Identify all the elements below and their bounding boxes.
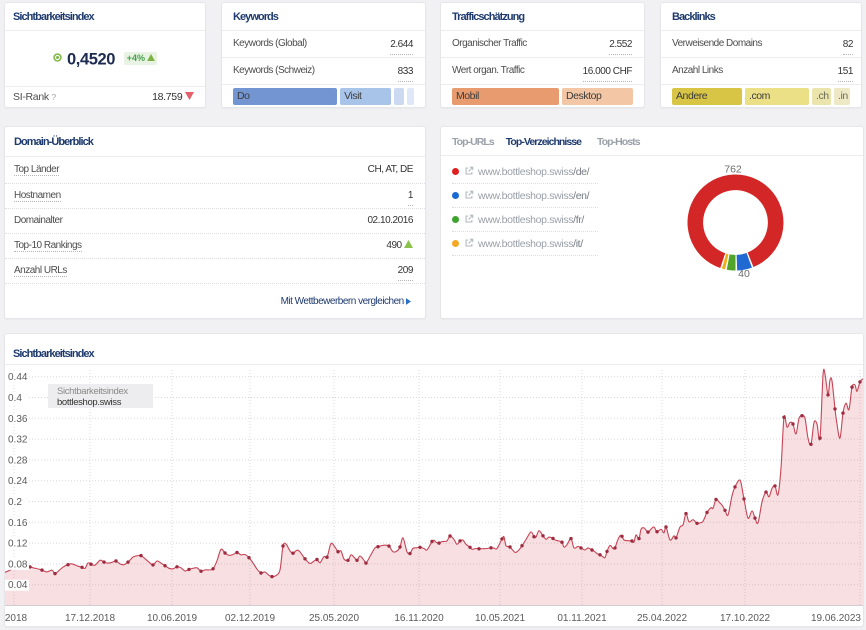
svg-text:17.12.2018: 17.12.2018	[65, 613, 115, 624]
svg-text:0.04: 0.04	[8, 580, 28, 591]
svg-text:10.06.2019: 10.06.2019	[147, 613, 197, 624]
svg-text:40: 40	[738, 268, 750, 280]
svg-text:25.05.2020: 25.05.2020	[309, 613, 359, 624]
svg-text:0.08: 0.08	[8, 559, 28, 570]
svg-text:19.06.2023: 19.06.2023	[811, 613, 861, 624]
svg-text:0.24: 0.24	[8, 476, 28, 487]
svg-text:0.36: 0.36	[8, 414, 28, 425]
svg-text:25.04.2022: 25.04.2022	[637, 613, 687, 624]
svg-text:2018: 2018	[5, 613, 28, 624]
svg-text:17.10.2022: 17.10.2022	[720, 613, 770, 624]
svg-text:0.44: 0.44	[8, 372, 28, 383]
svg-text:762: 762	[724, 164, 742, 176]
svg-text:0.2: 0.2	[8, 497, 22, 508]
svg-text:16.11.2020: 16.11.2020	[394, 613, 444, 624]
svg-text:0.4: 0.4	[8, 393, 22, 404]
svg-text:01.11.2021: 01.11.2021	[557, 613, 607, 624]
svg-text:0.32: 0.32	[8, 435, 28, 446]
svg-text:10.05.2021: 10.05.2021	[475, 613, 525, 624]
svg-text:0.16: 0.16	[8, 518, 28, 529]
svg-text:0.28: 0.28	[8, 455, 28, 466]
svg-text:0.12: 0.12	[8, 539, 28, 550]
svg-text:02.12.2019: 02.12.2019	[225, 613, 275, 624]
